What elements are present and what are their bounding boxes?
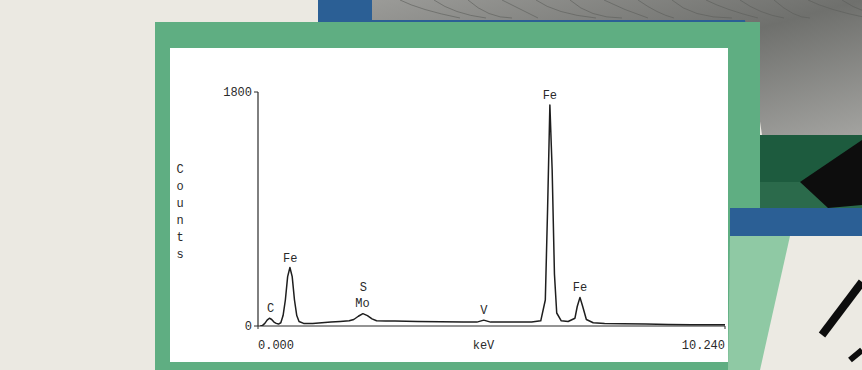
peak-label: Mo (355, 297, 369, 311)
sem-texture (808, 0, 862, 18)
green-panel (155, 22, 760, 370)
peak-label: V (480, 304, 488, 318)
y-axis-label-letter: o (176, 180, 183, 194)
canvas: 018000.00010.240keVCountsCFeSMoVFeFe (0, 0, 862, 370)
x-axis (258, 325, 725, 326)
y-axis-label-letter: C (176, 163, 183, 177)
sem-texture (672, 0, 732, 18)
y-tick-label: 0 (245, 320, 252, 334)
sem-texture (502, 0, 538, 18)
letter-stroke (822, 282, 862, 335)
y-tick (254, 326, 258, 327)
sem-texture (706, 0, 758, 18)
spectrum-line (260, 105, 725, 326)
sem-texture (434, 0, 486, 18)
y-tick-label: 1800 (223, 86, 252, 100)
x-tick-label: 0.000 (258, 339, 294, 353)
background (0, 0, 862, 370)
y-axis-label-letter: n (176, 214, 183, 228)
x-tick (258, 326, 259, 329)
peak-label: C (267, 302, 274, 316)
y-axis-label-letter: s (176, 248, 183, 262)
y-axis-label: Counts (176, 163, 183, 262)
y-axis-label-letter: u (176, 197, 183, 211)
y-axis-label-letter: t (176, 231, 183, 245)
letter-stroke (850, 350, 862, 360)
y-tick (254, 92, 258, 93)
x-tick-label: 10.240 (682, 339, 725, 353)
sem-texture (638, 0, 674, 18)
sem-texture (774, 0, 810, 18)
x-tick (725, 326, 726, 329)
blue-stripe (730, 208, 862, 236)
sem-texture (468, 0, 512, 18)
sem-texture (536, 0, 596, 18)
sem-texture (570, 0, 622, 18)
sem-texture (842, 0, 862, 18)
chart-box (170, 48, 728, 362)
peak-label: Fe (543, 89, 557, 103)
light-green-wedge (728, 236, 790, 370)
x-axis-label: keV (473, 339, 495, 353)
plot-area (260, 105, 725, 326)
stage: 018000.00010.240keVCountsCFeSMoVFeFe (0, 0, 862, 370)
peak-label: Fe (283, 252, 297, 266)
peak-label: Fe (573, 281, 587, 295)
y-axis (257, 92, 258, 326)
peak-label: S (360, 281, 367, 295)
black-band (800, 140, 862, 208)
